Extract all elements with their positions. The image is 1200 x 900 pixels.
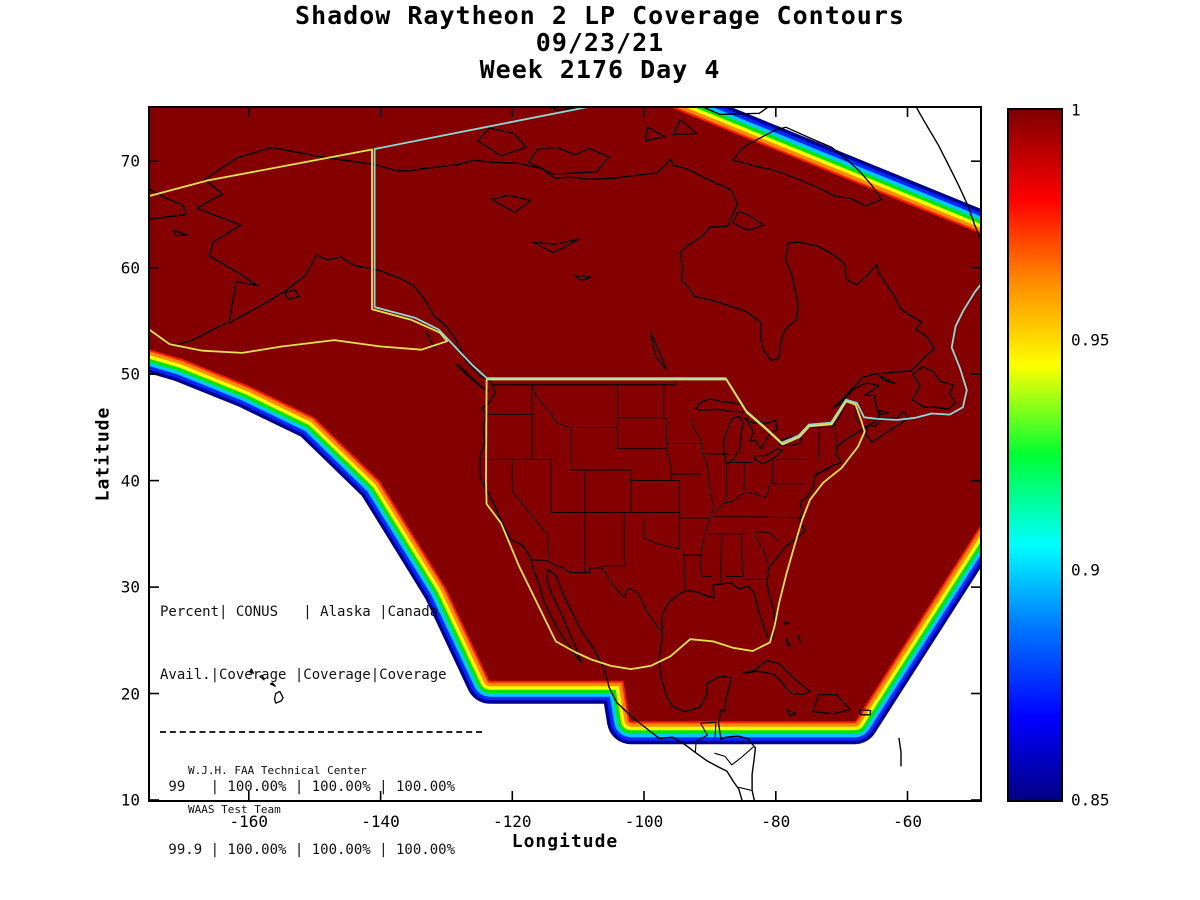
island-outline <box>785 637 791 648</box>
state-border <box>720 533 723 583</box>
y-tick-label: 70 <box>120 151 140 171</box>
credit-text: W.J.H. FAA Technical Center WAAS Test Te… <box>188 738 367 842</box>
coastline <box>549 108 581 111</box>
y-tick-label: 40 <box>120 471 140 491</box>
state-border <box>834 424 837 447</box>
coastline <box>703 108 768 116</box>
coverage-table-divider <box>160 731 482 733</box>
coastline <box>815 468 830 475</box>
state-border <box>665 448 672 481</box>
lake-outline <box>490 194 532 213</box>
alaska-region-boundary <box>150 148 448 354</box>
coastline <box>177 322 227 345</box>
island-outline <box>172 229 188 237</box>
island-outline <box>785 708 797 717</box>
island-outline <box>273 690 284 704</box>
country-border <box>491 380 677 386</box>
lake-outline <box>723 416 744 464</box>
chart-title: Shadow Raytheon 2 LP Coverage Contours <box>295 1 905 30</box>
island-outline <box>732 210 764 232</box>
state-border <box>753 534 769 565</box>
island-outline <box>742 659 811 696</box>
y-tick-label: 10 <box>120 790 140 810</box>
coastline <box>373 158 936 800</box>
plot-area: Percent| CONUS | Alaska |Canada Avail.|C… <box>148 106 982 858</box>
lake-outline <box>649 331 668 371</box>
island-outline <box>284 289 301 301</box>
island-outline <box>455 363 490 392</box>
y-tick-label: 30 <box>120 577 140 597</box>
island-outline <box>672 119 698 136</box>
chart-subtitle-date: 09/23/21 <box>535 28 665 57</box>
island-outline <box>877 409 890 416</box>
state-border <box>754 531 779 542</box>
state-border <box>547 534 549 559</box>
lake-outline <box>532 238 581 254</box>
state-border <box>691 418 715 576</box>
x-tick-label: -60 <box>893 812 922 831</box>
island-outline <box>259 674 265 681</box>
state-border <box>531 384 570 428</box>
x-axis-label: Longitude <box>511 831 619 852</box>
coastline <box>915 108 980 240</box>
map-svg <box>150 108 980 800</box>
island-outline <box>269 682 276 687</box>
credit-line-2: WAAS Test Team <box>188 803 281 816</box>
island-outline <box>732 126 883 207</box>
canada-region-boundary <box>373 108 980 444</box>
coastline <box>150 188 187 221</box>
island-outline <box>865 410 910 443</box>
island-outline <box>783 621 791 625</box>
lake-outline <box>574 274 592 282</box>
island-outline <box>812 693 851 715</box>
title-block: Shadow Raytheon 2 LP Coverage Contours 0… <box>0 2 1200 83</box>
island-outline <box>877 374 897 385</box>
coverage-table-row: 99 | 100.00% | 100.00% | 100.00% <box>160 779 456 795</box>
island-outline <box>911 366 957 410</box>
conus-region-boundary <box>485 378 866 670</box>
coastline <box>898 737 902 767</box>
state-border <box>643 537 680 550</box>
x-tick-label: -120 <box>493 812 532 831</box>
coverage-region-fill <box>150 108 980 722</box>
coverage-table-header-1: Percent| CONUS | Alaska |Canada <box>160 604 439 620</box>
colorbar-tick-label: 0.85 <box>1071 790 1110 810</box>
island-outline <box>477 127 527 157</box>
coverage-table-header-2: Avail.|Coverage |Coverage|Coverage <box>160 667 447 683</box>
y-tick-label: 60 <box>120 258 140 278</box>
x-tick-label: -160 <box>229 812 269 831</box>
state-border <box>511 491 549 536</box>
island-outline <box>528 146 610 175</box>
country-border <box>714 746 754 766</box>
island-outline <box>644 126 666 142</box>
country-border <box>694 721 717 753</box>
colorbar-tick-label: 0.95 <box>1071 330 1110 350</box>
state-border <box>714 479 772 513</box>
coverage-table: Percent| CONUS | Alaska |Canada Avail.|C… <box>160 560 482 900</box>
credit-line-1: W.J.H. FAA Technical Center <box>188 764 367 777</box>
y-tick-label: 20 <box>120 684 140 704</box>
y-tick-label: 50 <box>120 364 140 384</box>
x-tick-label: -80 <box>761 812 791 831</box>
chart-subtitle-week: Week 2176 Day 4 <box>479 55 721 84</box>
island-outline <box>859 708 872 716</box>
colorbar-tick-label: 1 <box>1071 100 1081 120</box>
state-border <box>751 516 803 519</box>
coverage-table-row: 99.9 | 100.00% | 100.00% | 100.00% <box>160 842 456 858</box>
colorbar <box>1007 108 1063 802</box>
country-border <box>530 559 661 632</box>
x-tick-label: -140 <box>361 812 400 831</box>
lake-outline <box>744 417 778 450</box>
colorbar-tick-label: 0.9 <box>1071 560 1100 580</box>
lake-outline <box>753 448 784 465</box>
x-tick-label: -100 <box>624 812 664 831</box>
island-outline <box>796 634 802 644</box>
state-border <box>741 533 744 577</box>
island-outline <box>425 330 436 350</box>
island-outline <box>249 668 255 674</box>
state-border <box>818 427 820 460</box>
country-border <box>738 786 752 791</box>
